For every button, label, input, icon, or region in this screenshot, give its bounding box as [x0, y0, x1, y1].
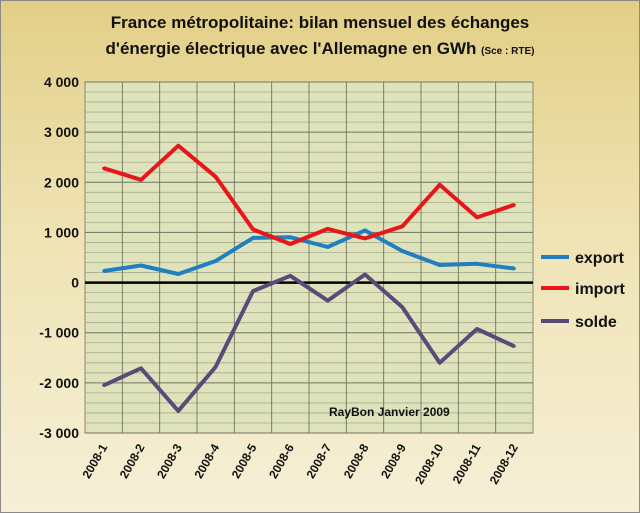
y-tick-label: 1 000 [44, 224, 79, 240]
x-tick-label: 2008-3 [154, 441, 185, 481]
y-tick-label: 3 000 [44, 124, 79, 140]
data-point-solde [438, 361, 442, 365]
data-point-solde [214, 365, 218, 369]
x-tick-label: 2008-7 [303, 441, 334, 481]
data-point-import [176, 144, 180, 148]
data-point-export [102, 269, 106, 273]
y-tick-label: 2 000 [44, 174, 79, 190]
legend-label-import: import [575, 281, 625, 298]
x-tick-label: 2008-8 [341, 441, 372, 481]
data-point-export [400, 249, 404, 253]
x-tick-label: 2008-11 [450, 441, 484, 486]
x-tick-label: 2008-5 [229, 441, 260, 481]
chart-title-line2: d'énergie électrique avec l'Allemagne en… [1, 39, 639, 59]
data-point-import [251, 227, 255, 231]
series-line-export [103, 228, 515, 276]
data-point-import [400, 224, 404, 228]
series-line-import [103, 143, 515, 246]
x-tick-label: 2008-2 [117, 441, 148, 481]
data-point-solde [400, 305, 404, 309]
data-point-import [326, 227, 330, 231]
data-point-export [363, 228, 367, 232]
data-point-solde [512, 344, 516, 348]
data-point-import [512, 203, 516, 207]
data-point-solde [251, 289, 255, 293]
legend-label-export: export [575, 250, 625, 267]
x-tick-label: 2008-10 [412, 441, 446, 486]
data-point-solde [288, 274, 292, 278]
data-point-import [438, 183, 442, 187]
data-point-export [251, 236, 255, 240]
y-tick-label: -3 000 [39, 425, 79, 441]
y-tick-label: -2 000 [39, 375, 79, 391]
data-point-solde [139, 366, 143, 370]
data-point-import [102, 166, 106, 170]
source-note: (Sce : RTE) [481, 46, 535, 57]
data-point-solde [176, 409, 180, 413]
y-tick-label: -1 000 [39, 325, 79, 341]
data-point-solde [475, 327, 479, 331]
data-point-export [139, 264, 143, 268]
data-point-export [176, 272, 180, 276]
x-tick-label: 2008-12 [487, 441, 521, 486]
chart-title-text: d'énergie électrique avec l'Allemagne en… [105, 39, 477, 58]
y-tick-label: 4 000 [44, 74, 79, 90]
data-point-export [512, 267, 516, 271]
data-point-export [288, 235, 292, 239]
data-point-import [139, 178, 143, 182]
x-tick-label: 2008-6 [266, 441, 297, 481]
y-tick-label: 0 [71, 275, 79, 291]
data-point-import [475, 215, 479, 219]
x-tick-label: 2008-1 [79, 441, 110, 481]
data-point-export [438, 263, 442, 267]
data-point-import [288, 242, 292, 246]
data-point-solde [102, 383, 106, 387]
data-point-export [214, 259, 218, 263]
data-point-import [363, 236, 367, 240]
x-tick-label: 2008-9 [378, 441, 409, 481]
x-tick-label: 2008-4 [191, 441, 222, 481]
series-line-solde [102, 272, 516, 413]
legend-label-solde: solde [575, 314, 617, 331]
data-point-export [326, 245, 330, 249]
data-point-export [475, 262, 479, 266]
data-point-solde [326, 299, 330, 303]
data-point-solde [363, 273, 367, 277]
chart-title-line1: France métropolitaine: bilan mensuel des… [110, 13, 530, 32]
data-point-import [214, 175, 218, 179]
watermark: RayBon Janvier 2009 [329, 405, 450, 419]
